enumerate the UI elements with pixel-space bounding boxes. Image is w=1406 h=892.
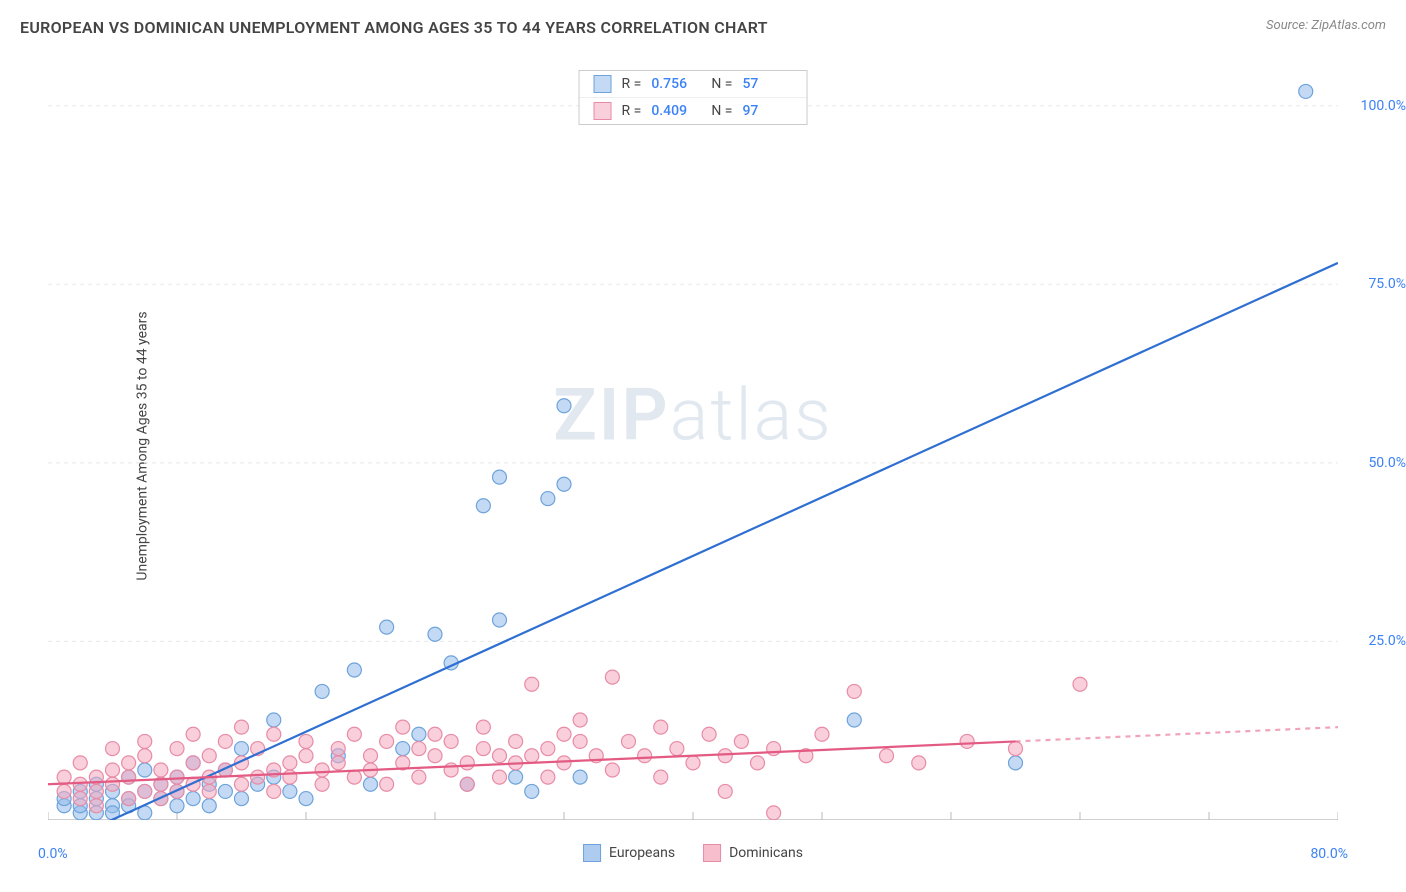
x-axis-max-label: 80.0% [1310, 846, 1348, 862]
y-tick-label: 25.0% [1368, 633, 1406, 649]
legend-item: Europeans [583, 844, 675, 862]
legend-item: Dominicans [703, 844, 803, 862]
y-tick-label: 50.0% [1368, 455, 1406, 471]
page-title: EUROPEAN VS DOMINICAN UNEMPLOYMENT AMONG… [20, 18, 768, 37]
correlation-legend: R =0.756N =57R =0.409N =97 [579, 70, 808, 125]
source-attribution: Source: ZipAtlas.com [1266, 18, 1386, 33]
scatter-chart: ZIPatlas R =0.756N =57R =0.409N =97 0.0%… [48, 70, 1338, 820]
legend-row: R =0.756N =57 [580, 71, 807, 97]
x-axis-min-label: 0.0% [38, 846, 68, 862]
series-legend: Europeans Dominicans [583, 844, 803, 862]
legend-row: R =0.409N =97 [580, 97, 807, 124]
y-tick-label: 75.0% [1368, 276, 1406, 292]
y-tick-label: 100.0% [1361, 98, 1406, 114]
